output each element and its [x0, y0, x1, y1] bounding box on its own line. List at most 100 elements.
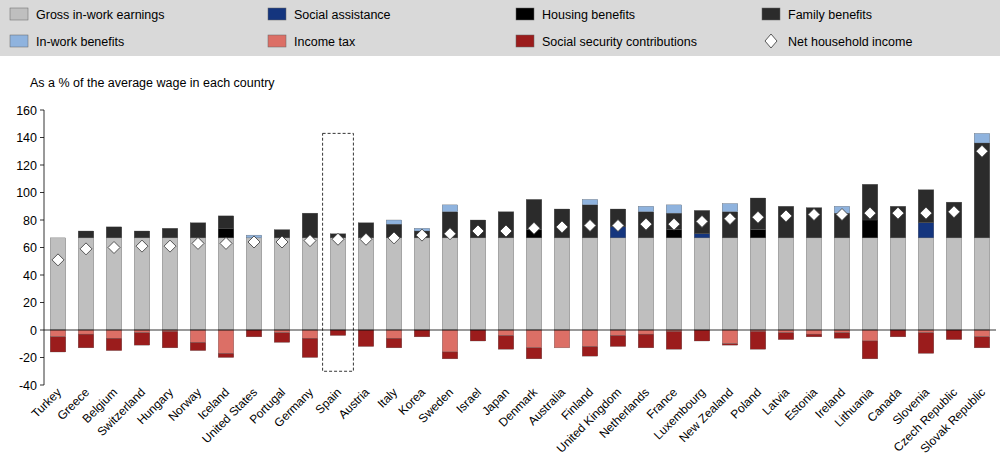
bar-segment — [442, 238, 458, 330]
bar-segment — [722, 238, 738, 330]
bar-segment — [470, 220, 486, 238]
net-income-marker — [136, 240, 148, 252]
bar-segment — [750, 198, 766, 230]
net-income-marker — [388, 232, 400, 244]
bar-segment — [106, 227, 122, 238]
bar-segment — [78, 238, 94, 330]
net-income-marker — [584, 220, 596, 232]
bar-segment — [918, 190, 934, 223]
plot-marks — [44, 133, 996, 359]
net-income-marker — [52, 254, 64, 266]
bar-segment — [582, 199, 598, 205]
bar-segment — [722, 330, 738, 344]
bar-segment — [470, 330, 486, 341]
net-income-marker — [500, 225, 512, 237]
net-income-marker — [612, 220, 624, 232]
bar-segment — [218, 228, 234, 238]
y-tick-label: -40 — [19, 379, 37, 393]
net-income-marker — [836, 209, 848, 221]
net-income-marker — [640, 218, 652, 230]
legend-swatch — [10, 8, 28, 20]
bar-segment — [638, 334, 654, 348]
bar-segment — [722, 212, 738, 238]
net-income-marker — [220, 237, 232, 249]
bar-segment — [190, 223, 206, 238]
y-tick — [40, 137, 44, 138]
legend-entry: Family benefits — [762, 8, 872, 22]
net-income-marker — [668, 218, 680, 230]
legend-label: Social assistance — [294, 8, 391, 22]
bar-segment — [974, 330, 990, 337]
bar-segment — [302, 330, 318, 338]
x-tick-label: Estonia — [782, 385, 820, 423]
bar-segment — [302, 338, 318, 357]
y-tick — [40, 165, 44, 166]
bar-segment — [78, 330, 94, 334]
bar-segment — [386, 220, 402, 224]
bar-segment — [162, 331, 178, 348]
bar-segment — [190, 238, 206, 330]
legend-label: Income tax — [294, 35, 356, 49]
bar-segment — [918, 238, 934, 330]
bar-segment — [134, 231, 150, 238]
legend-label: Housing benefits — [542, 8, 635, 22]
bar-segment — [190, 342, 206, 350]
bar-segment — [442, 352, 458, 359]
legend-entry: Net household income — [765, 34, 912, 49]
x-axis: TurkeyGreeceBelgiumSwitzerlandHungaryNor… — [29, 385, 989, 456]
bar-segment — [274, 333, 290, 343]
bar-segment — [414, 238, 430, 330]
bar-segment — [526, 348, 542, 359]
y-tick — [40, 110, 44, 111]
bar-segment — [806, 330, 822, 334]
bar-segment — [834, 333, 850, 339]
bar-segment — [722, 204, 738, 212]
highlight-box — [323, 133, 354, 371]
net-income-marker — [276, 236, 288, 248]
net-income-marker — [472, 225, 484, 237]
legend-label: Gross in-work earnings — [36, 8, 165, 22]
bar-segment — [750, 331, 766, 349]
bar-segment — [862, 238, 878, 330]
net-income-marker — [80, 243, 92, 255]
bar-segment — [918, 333, 934, 354]
bar-segment — [106, 330, 122, 338]
bar-segment — [162, 238, 178, 330]
bar-segment — [638, 238, 654, 330]
bar-segment — [358, 238, 374, 330]
bar-segment — [386, 330, 402, 338]
y-tick — [40, 275, 44, 276]
bar-segment — [582, 238, 598, 330]
bar-segment — [918, 223, 934, 238]
bar-segment — [274, 238, 290, 330]
bar-segment — [358, 330, 374, 347]
net-income-marker — [360, 233, 372, 245]
y-tick — [40, 330, 44, 331]
x-tick-label: Lithuania — [832, 385, 877, 430]
legend-background — [0, 0, 1000, 56]
bar-segment — [610, 336, 626, 347]
bar-segment — [666, 205, 682, 213]
bar-segment — [890, 238, 906, 330]
legend-entry: Social assistance — [268, 8, 391, 22]
net-income-marker — [724, 213, 736, 225]
y-tick-label: 80 — [23, 214, 37, 228]
x-tick-label: Australia — [525, 385, 568, 428]
bar-segment — [750, 238, 766, 330]
bar-segment — [946, 330, 962, 340]
net-income-marker — [948, 206, 960, 218]
bar-segment — [666, 331, 682, 349]
x-tick-label: Netherlands — [596, 385, 652, 441]
legend-swatch — [268, 35, 286, 47]
bar-segment — [946, 202, 962, 238]
bar-segment — [834, 238, 850, 330]
bar-segment — [862, 341, 878, 359]
bar-segment — [582, 330, 598, 347]
bar-segment — [330, 238, 346, 330]
x-tick-label: Germany — [271, 385, 316, 430]
bar-segment — [134, 238, 150, 330]
net-income-marker — [976, 145, 988, 157]
net-income-marker — [808, 209, 820, 221]
net-income-marker — [752, 211, 764, 223]
bar-segment — [134, 333, 150, 345]
